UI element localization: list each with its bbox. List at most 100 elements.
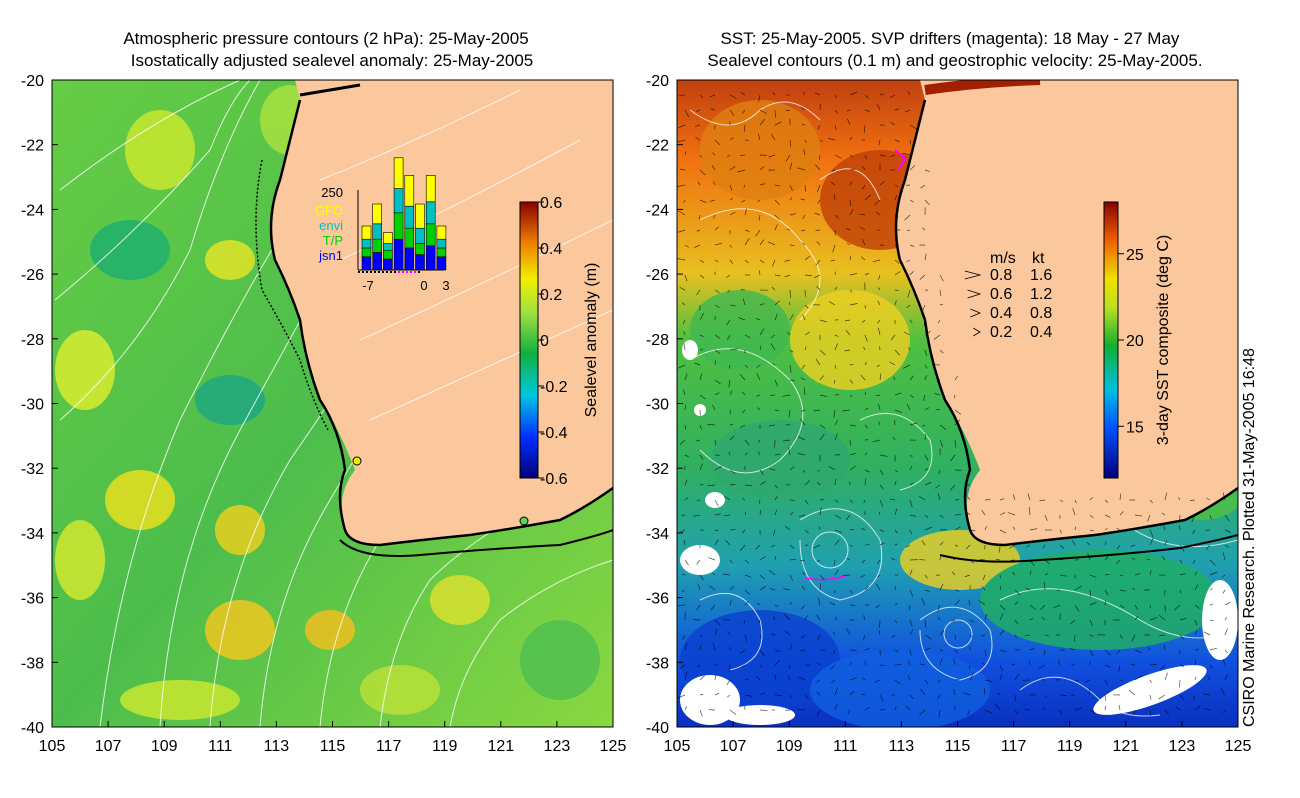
velocity-arrow bbox=[924, 253, 927, 261]
velocity-arrow bbox=[741, 199, 746, 203]
x-tick-label: 115 bbox=[945, 738, 971, 755]
velocity-arrow bbox=[759, 183, 766, 186]
velocity-arrow bbox=[849, 303, 858, 306]
velocity-arrow bbox=[694, 244, 701, 248]
velocity-arrow bbox=[693, 514, 701, 517]
velocity-arrow bbox=[1134, 573, 1141, 576]
velocity-arrow bbox=[923, 319, 926, 326]
velocity-arrow bbox=[904, 214, 911, 221]
velocity-legend-ms: 0.6 bbox=[990, 286, 1012, 303]
velocity-arrow bbox=[849, 452, 856, 456]
velocity-arrow bbox=[831, 679, 836, 684]
velocity-arrow bbox=[849, 168, 856, 171]
velocity-arrow bbox=[729, 259, 734, 264]
velocity-arrow bbox=[890, 334, 896, 341]
velocity-arrow bbox=[1089, 602, 1097, 606]
velocity-arrow bbox=[864, 94, 870, 99]
velocity-arrow bbox=[849, 181, 853, 186]
velocity-arrow bbox=[879, 619, 881, 628]
velocity-arrow bbox=[1104, 499, 1109, 503]
velocity-arrow bbox=[829, 602, 836, 606]
velocity-legend-arrow bbox=[964, 270, 982, 280]
velocity-arrow bbox=[1071, 540, 1076, 546]
velocity-arrow bbox=[770, 343, 776, 351]
velocity-arrow bbox=[817, 199, 821, 204]
velocity-arrow bbox=[744, 259, 749, 264]
velocity-arrow bbox=[727, 631, 731, 636]
velocity-arrow bbox=[801, 364, 806, 370]
velocity-arrow bbox=[1149, 694, 1152, 700]
velocity-arrow bbox=[1084, 679, 1091, 683]
velocity-arrow bbox=[788, 447, 791, 456]
velocity-arrow bbox=[743, 619, 746, 625]
velocity-arrow bbox=[909, 694, 914, 700]
velocity-arrow bbox=[889, 94, 896, 99]
velocity-arrow bbox=[864, 586, 869, 591]
velocity-arrow bbox=[759, 166, 765, 171]
velocity-arrow bbox=[726, 694, 731, 698]
velocity-arrow bbox=[708, 557, 716, 561]
velocity-arrow bbox=[924, 634, 932, 640]
velocity-arrow bbox=[819, 424, 826, 429]
velocity-arrow bbox=[864, 647, 870, 651]
inset-bar-segment bbox=[361, 247, 372, 258]
velocity-arrow bbox=[907, 90, 911, 96]
velocity-arrow bbox=[894, 300, 897, 306]
velocity-arrow bbox=[939, 303, 943, 306]
velocity-arrow bbox=[1074, 679, 1079, 682]
velocity-arrow bbox=[741, 109, 746, 115]
velocity-arrow bbox=[878, 629, 881, 636]
velocity-legend-ms: 0.2 bbox=[990, 324, 1012, 341]
velocity-arrow bbox=[846, 557, 851, 561]
velocity-arrow bbox=[684, 424, 687, 430]
velocity-arrow bbox=[818, 597, 821, 606]
velocity-arrow bbox=[684, 706, 687, 711]
velocity-arrow bbox=[714, 619, 721, 626]
inset-xtick: -7 bbox=[362, 278, 374, 293]
velocity-arrow bbox=[951, 619, 956, 622]
x-tick-label: 107 bbox=[720, 738, 747, 755]
velocity-arrow bbox=[723, 514, 731, 517]
inset-bar-segment bbox=[361, 225, 372, 240]
velocity-arrow bbox=[1179, 573, 1186, 576]
velocity-arrow bbox=[789, 162, 793, 171]
velocity-arrow bbox=[1158, 694, 1166, 700]
inset-bar-segment bbox=[361, 256, 372, 271]
velocity-arrow bbox=[1161, 512, 1166, 516]
velocity-arrow bbox=[759, 239, 765, 246]
velocity-arrow bbox=[939, 657, 943, 666]
velocity-arrow bbox=[1164, 492, 1168, 501]
velocity-arrow bbox=[682, 634, 686, 640]
velocity-arrow bbox=[741, 391, 746, 396]
velocity-arrow bbox=[1088, 687, 1091, 696]
velocity-arrow bbox=[864, 706, 871, 711]
velocity-arrow bbox=[907, 289, 911, 298]
velocity-arrow bbox=[982, 574, 986, 581]
right-land-australia bbox=[896, 80, 1238, 545]
velocity-arrow bbox=[1074, 526, 1076, 531]
velocity-arrow bbox=[714, 529, 719, 532]
velocity-arrow bbox=[842, 409, 851, 412]
velocity-arrow bbox=[863, 346, 866, 351]
velocity-arrow bbox=[908, 347, 911, 351]
velocity-arrow bbox=[784, 259, 791, 262]
velocity-arrow bbox=[1104, 514, 1111, 518]
velocity-arrow bbox=[714, 392, 720, 396]
velocity-arrow bbox=[909, 466, 913, 471]
velocity-arrow bbox=[684, 559, 689, 566]
velocity-arrow bbox=[894, 139, 900, 143]
left-title-line2: Isostatically adjusted sealevel anomaly:… bbox=[131, 51, 534, 70]
velocity-arrow bbox=[1014, 601, 1019, 606]
velocity-arrow bbox=[755, 229, 761, 237]
velocity-arrow bbox=[785, 154, 791, 162]
velocity-arrow bbox=[934, 393, 941, 396]
velocity-arrow bbox=[963, 692, 971, 696]
velocity-arrow bbox=[789, 466, 795, 471]
velocity-arrow bbox=[1039, 499, 1046, 502]
velocity-arrow bbox=[1224, 601, 1231, 606]
velocity-arrow bbox=[757, 451, 761, 456]
velocity-arrow bbox=[937, 617, 941, 621]
velocity-arrow bbox=[954, 589, 960, 592]
velocity-arrow bbox=[729, 184, 733, 191]
